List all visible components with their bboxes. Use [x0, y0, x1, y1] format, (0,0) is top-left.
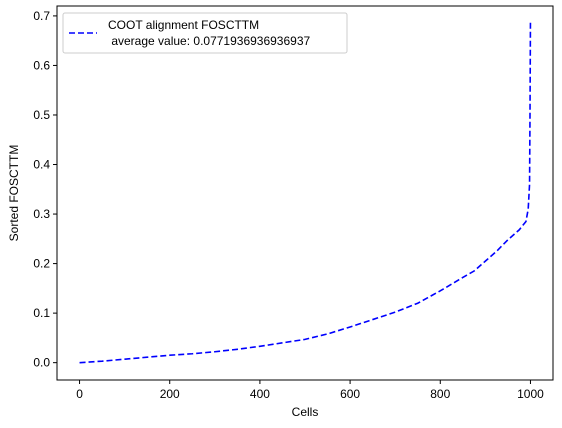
- plot-frame: [56, 5, 554, 381]
- y-tick-label: 0.7: [33, 9, 50, 23]
- x-tick-label: 1000: [517, 387, 544, 401]
- legend-box: [62, 12, 348, 54]
- plot-area: [57, 6, 553, 380]
- x-axis-label: Cells: [292, 405, 319, 419]
- y-axis-label: Sorted FOSCTTM: [7, 145, 21, 242]
- legend-label-line-2: average value: 0.0771936936936937: [108, 34, 311, 48]
- y-tick-label: 0.2: [33, 257, 50, 271]
- x-tick-label: 800: [430, 387, 450, 401]
- legend: COOT alignment FOSCTTM average value: 0.…: [62, 12, 348, 54]
- y-tick-label: 0.3: [33, 207, 50, 221]
- x-tick-label: 0: [76, 387, 83, 401]
- y-tick-label: 0.0: [33, 356, 50, 370]
- y-axis-ticks: 0.0 0.1 0.2 0.3 0.4 0.5 0.6 0.7: [33, 9, 57, 370]
- x-tick-label: 400: [250, 387, 270, 401]
- y-tick-label: 0.1: [33, 306, 50, 320]
- x-tick-label: 600: [340, 387, 360, 401]
- legend-label-line-1: COOT alignment FOSCTTM: [108, 18, 259, 32]
- y-tick-label: 0.4: [33, 158, 50, 172]
- x-tick-label: 200: [160, 387, 180, 401]
- y-tick-label: 0.5: [33, 108, 50, 122]
- series-line: [79, 20, 532, 364]
- x-axis-ticks: 0 200 400 600 800 1000: [76, 380, 544, 401]
- y-tick-label: 0.6: [33, 58, 50, 72]
- series-layer: [79, 20, 532, 364]
